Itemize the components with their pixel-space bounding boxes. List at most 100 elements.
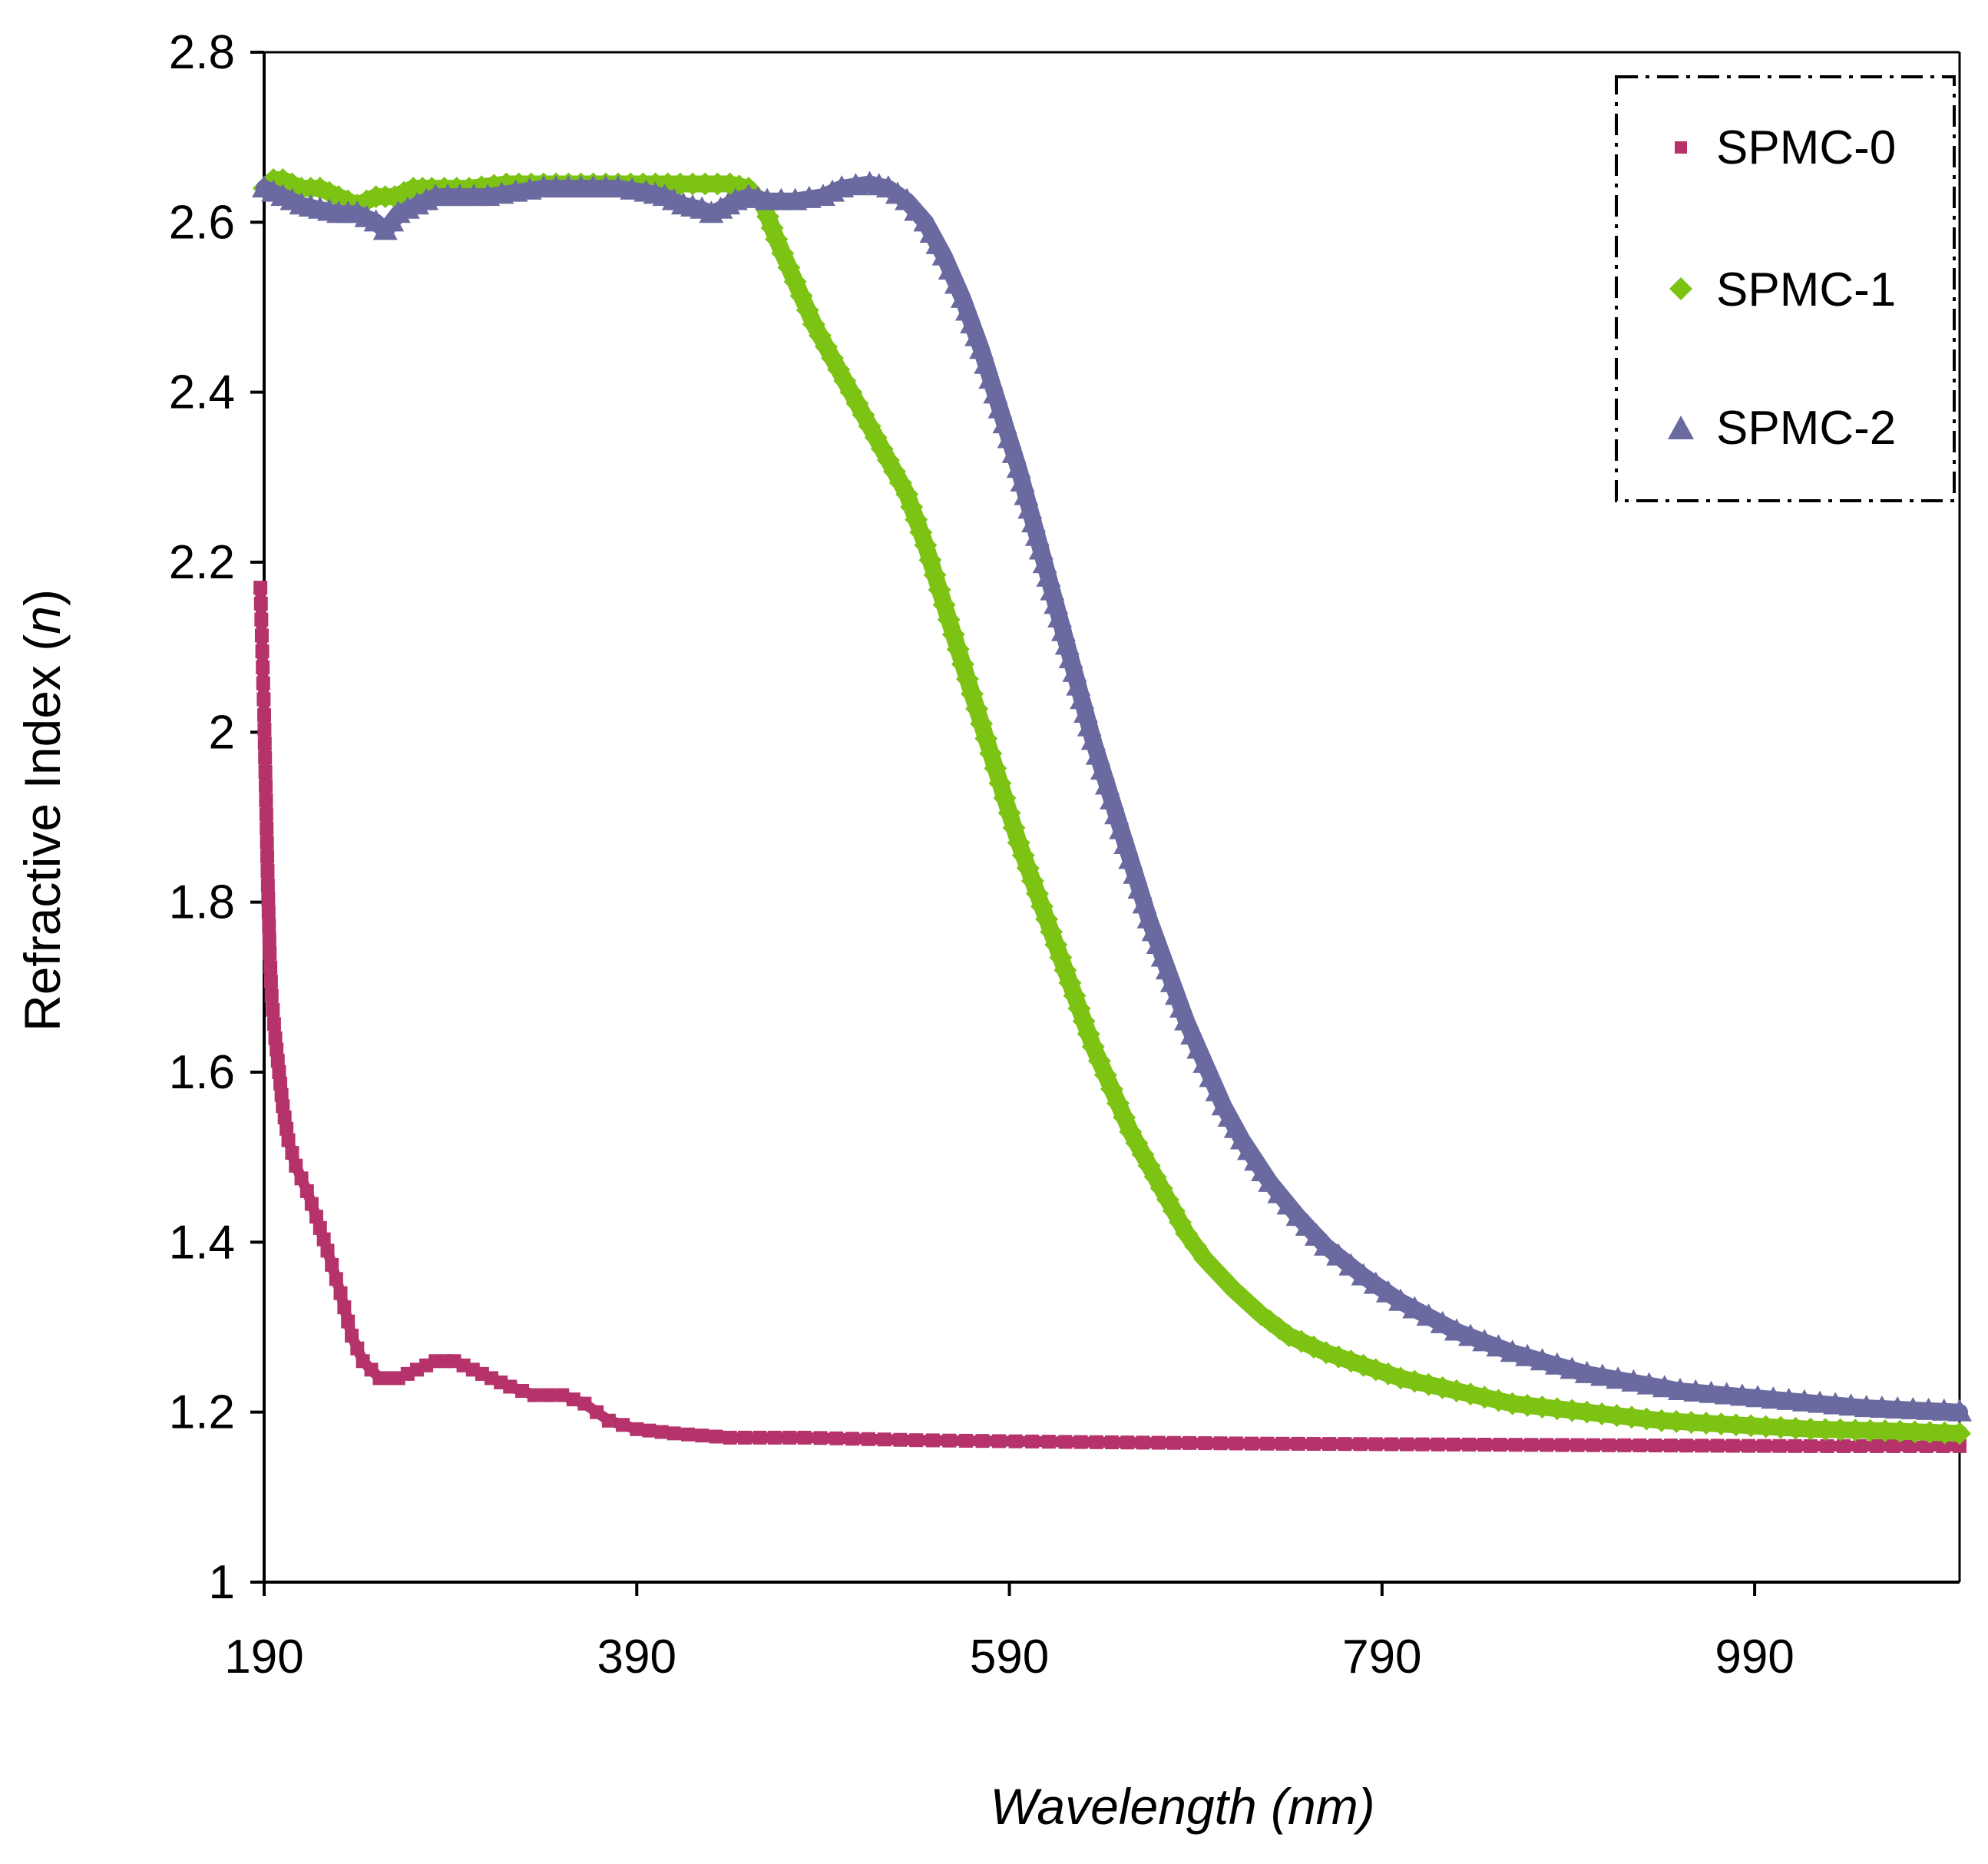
data-point-square: [1229, 1436, 1243, 1451]
data-point-square: [1586, 1438, 1600, 1452]
legend-marker-triangle-icon: [1668, 416, 1694, 439]
data-point-square: [1415, 1437, 1430, 1452]
data-point-triangle: [1375, 1280, 1401, 1303]
data-point-square: [263, 960, 278, 975]
data-point-square: [263, 974, 278, 988]
data-point-triangle: [1560, 1356, 1585, 1379]
data-point-square: [767, 1430, 782, 1445]
data-point-triangle: [1127, 876, 1153, 899]
data-point-triangle: [1589, 1363, 1615, 1386]
data-point-square: [1493, 1438, 1507, 1452]
data-point-square: [515, 1384, 530, 1398]
data-point-diamond: [308, 177, 332, 200]
legend-label-spmc-1: SPMC-1: [1716, 263, 1896, 316]
data-point-triangle: [1808, 1390, 1833, 1413]
data-point-triangle: [1066, 673, 1091, 696]
data-point-triangle: [1054, 632, 1080, 655]
data-point-square: [350, 1341, 365, 1356]
data-point-square: [1198, 1436, 1212, 1451]
data-point-square: [1648, 1439, 1662, 1453]
data-point-square: [1400, 1437, 1414, 1452]
data-point-triangle: [1515, 1343, 1540, 1366]
legend-label-spmc-2: SPMC-2: [1716, 402, 1896, 455]
data-point-triangle: [1530, 1348, 1555, 1371]
data-point-triangle: [1699, 1380, 1724, 1403]
data-point-triangle: [974, 351, 999, 374]
data-point-diamond: [1500, 1392, 1524, 1415]
data-point-square: [1322, 1437, 1337, 1452]
data-point-triangle: [1869, 1396, 1894, 1419]
data-point-square: [333, 1286, 348, 1300]
data-point-square: [527, 1388, 541, 1402]
data-point-square: [1151, 1435, 1166, 1450]
data-point-square: [555, 1388, 570, 1402]
data-point-diamond: [1754, 1415, 1778, 1439]
data-point-square: [1679, 1439, 1694, 1453]
data-point-square: [845, 1432, 860, 1446]
data-point-square: [1508, 1438, 1523, 1452]
data-point-square: [601, 1413, 616, 1428]
data-point-square: [255, 644, 270, 659]
data-point-triangle: [1714, 1382, 1739, 1405]
data-point-triangle: [1838, 1393, 1864, 1416]
data-point-triangle: [1032, 551, 1057, 574]
data-point-triangle: [1047, 605, 1073, 628]
data-point-triangle: [978, 366, 1004, 389]
series-line-spmc-0: [255, 582, 1965, 1452]
data-point-triangle: [1132, 891, 1157, 914]
data-point-square: [1213, 1436, 1228, 1451]
data-point-square: [590, 1405, 604, 1419]
data-point-square: [304, 1197, 319, 1211]
data-point-square: [266, 1002, 280, 1017]
data-point-square: [260, 821, 274, 836]
data-point-square: [1886, 1439, 1900, 1453]
axes-group: 1 1.2 1.4 1.6 1.8 2 2.2 2.4 2.6 2.8 190 390 590 790 99…: [169, 26, 1961, 1684]
data-point-square: [254, 628, 269, 643]
data-point-square: [723, 1430, 737, 1445]
data-point-diamond: [839, 380, 863, 404]
data-point-square: [1953, 1439, 1966, 1453]
data-point-diamond: [1560, 1399, 1584, 1422]
y-tick-label: 1.6: [169, 1046, 235, 1099]
data-point-diamond: [1828, 1418, 1852, 1442]
data-point-square: [268, 1031, 283, 1045]
series-layer: [252, 168, 1972, 1453]
data-point-square: [1853, 1439, 1867, 1453]
y-tick-label: 1.8: [169, 876, 235, 929]
data-point-diamond: [1948, 1422, 1971, 1445]
data-point-square: [1757, 1439, 1771, 1453]
data-point-triangle: [1947, 1399, 1972, 1422]
data-point-square: [281, 1133, 296, 1147]
data-point-triangle: [1668, 1378, 1693, 1400]
data-point-triangle: [1791, 1389, 1817, 1412]
data-point-square: [992, 1434, 1007, 1448]
data-point-triangle: [1017, 496, 1043, 519]
y-tick-label: 1.4: [169, 1216, 235, 1269]
data-point-diamond: [1665, 1409, 1689, 1433]
data-point-square: [277, 1111, 292, 1125]
data-point-square: [285, 1146, 299, 1160]
data-point-triangle: [1024, 523, 1050, 546]
data-point-square: [1602, 1438, 1616, 1452]
data-point-triangle: [1314, 1233, 1339, 1256]
data-point-diamond: [765, 227, 789, 251]
data-point-square: [337, 1300, 352, 1315]
data-point-square: [345, 1329, 359, 1343]
data-point-triangle: [1073, 700, 1099, 723]
data-point-triangle: [1028, 537, 1054, 560]
data-point-triangle: [1931, 1398, 1957, 1421]
data-point-square: [975, 1434, 990, 1448]
data-point-square: [341, 1314, 356, 1329]
data-point-diamond: [1798, 1417, 1822, 1441]
data-point-square: [263, 946, 277, 961]
data-point-square: [261, 892, 276, 906]
data-point-square: [1275, 1436, 1290, 1451]
y-tick-label: 1.2: [169, 1386, 235, 1439]
data-point-triangle: [1416, 1303, 1441, 1326]
data-point-diamond: [771, 241, 795, 265]
data-point-triangle: [1100, 786, 1124, 809]
data-point-triangle: [1058, 646, 1083, 669]
data-point-square: [1632, 1438, 1647, 1452]
data-point-triangle: [1258, 1169, 1283, 1192]
data-point-triangle: [1267, 1180, 1292, 1203]
